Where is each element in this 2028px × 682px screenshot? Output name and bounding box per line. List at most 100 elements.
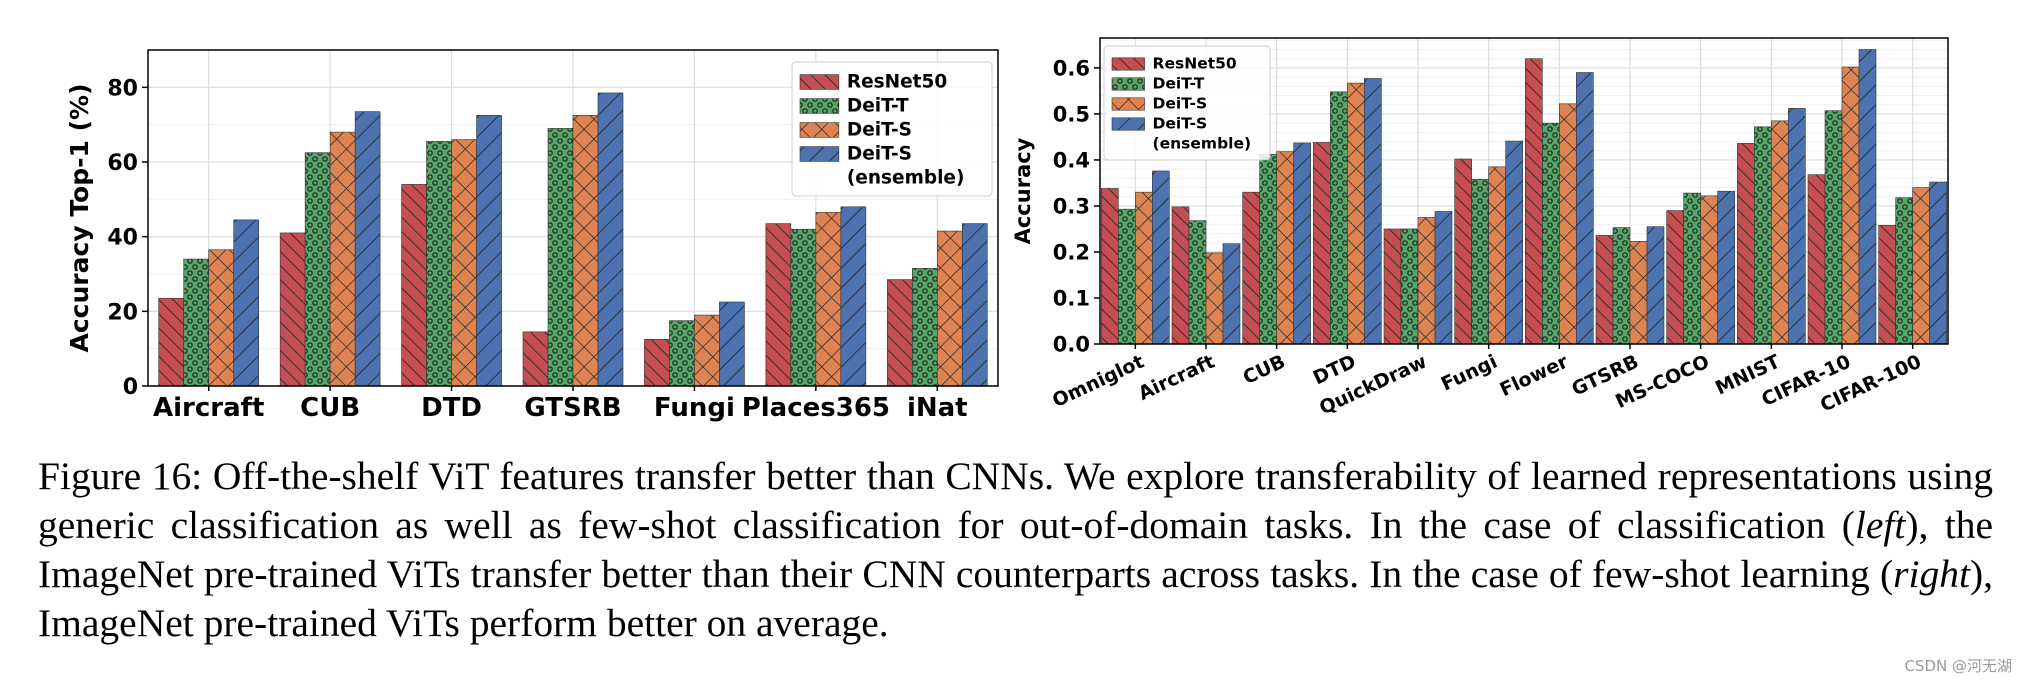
- right-ytick-label: 0.1: [1053, 287, 1090, 311]
- right-bar-deit-t-omniglot-hatch: [1118, 208, 1136, 345]
- right-xtick-label-fungi: Fungi: [1438, 351, 1501, 396]
- right-bar-resnet50-cub-hatch: [1242, 191, 1260, 345]
- left-legend-label-deit-s-ensemble-1: (ensemble): [847, 167, 965, 188]
- right-bar-resnet50-aircraft-hatch: [1171, 206, 1190, 345]
- right-bar-deit-s-ensemble-mnist-hatch: [1788, 108, 1806, 345]
- right-legend-label-deit-t: DeiT-T: [1153, 74, 1205, 92]
- left-bar-deit-t-fungi-hatch: [669, 320, 695, 387]
- left-bar-resnet50-aircraft-hatch: [158, 297, 185, 387]
- right-bar-deit-t-cub-hatch: [1259, 154, 1277, 345]
- right-bar-deit-s-ensemble-cub-hatch: [1293, 142, 1311, 345]
- left-bar-deit-s-places365-hatch: [815, 212, 842, 387]
- caption-emph-right: right: [1893, 552, 1970, 596]
- right-bar-deit-t-quickdraw-hatch: [1400, 228, 1419, 345]
- left-bar-deit-s-ensemble-aircraft-hatch: [233, 219, 260, 387]
- caption-text-2: ), the ImageNet pre-trained ViTs transfe…: [38, 503, 1993, 596]
- right-legend: [1103, 45, 1271, 161]
- right-bar-deit-s-quickdraw-hatch: [1417, 217, 1436, 345]
- left-xtick-label-aircraft: Aircraft: [153, 393, 264, 423]
- left-legend-swatch-hatch-deit-t: [799, 98, 840, 114]
- right-bar-resnet50-fungi-hatch: [1454, 158, 1472, 345]
- right-bar-deit-s-mnist-hatch: [1771, 120, 1789, 345]
- right-bar-deit-s-ensemble-ms-coco-hatch: [1717, 190, 1735, 345]
- right-bar-deit-t-flower-hatch: [1542, 122, 1560, 345]
- left-bar-deit-s-cub-hatch: [329, 131, 356, 387]
- right-ytick-label: 0.2: [1053, 241, 1090, 265]
- left-bar-deit-t-places365-hatch: [790, 228, 817, 387]
- left-bar-deit-s-ensemble-cub-hatch: [354, 111, 381, 387]
- right-legend-swatch-hatch-deit-s-ensemble: [1111, 117, 1145, 131]
- left-bar-resnet50-inat-hatch: [886, 279, 913, 387]
- left-bar-resnet50-gtsrb-hatch: [522, 331, 549, 387]
- right-bar-deit-t-cifar-10-hatch: [1824, 110, 1843, 345]
- left-bar-deit-s-gtsrb-hatch: [572, 115, 599, 387]
- right-legend-label-deit-s: DeiT-S: [1153, 94, 1208, 112]
- left-xtick-label-cub: CUB: [300, 393, 360, 423]
- right-bar-deit-s-omniglot-hatch: [1135, 191, 1153, 345]
- figure-charts: 0 20 40 60 80 Aircraft CUB DTD GTSRB Fungi Places3…: [65, 37, 1949, 423]
- right-bar-deit-s-cub-hatch: [1276, 151, 1294, 345]
- left-bar-deit-s-fungi-hatch: [694, 314, 720, 387]
- right-bar-deit-s-ensemble-omniglot-hatch: [1152, 170, 1170, 345]
- left-ytick-label: 40: [107, 226, 138, 251]
- right-bar-deit-s-cifar-100-hatch: [1912, 187, 1930, 345]
- right-bar-deit-s-ensemble-gtsrb-hatch: [1646, 226, 1665, 345]
- left-ylabel: Accuracy Top-1 (%): [65, 84, 94, 353]
- right-bar-deit-s-ensemble-aircraft-hatch: [1222, 243, 1241, 345]
- caption-emph-left: left: [1854, 503, 1906, 547]
- right-bar-resnet50-mnist-hatch: [1737, 143, 1755, 345]
- right-bar-resnet50-ms-coco-hatch: [1666, 210, 1684, 345]
- right-bar-deit-t-fungi-hatch: [1471, 178, 1489, 345]
- right-bar-resnet50-omniglot-hatch: [1101, 188, 1119, 345]
- left-bar-deit-t-inat-hatch: [911, 268, 938, 387]
- right-bar-resnet50-gtsrb-hatch: [1595, 235, 1614, 345]
- left-bar-resnet50-dtd-hatch: [401, 184, 427, 387]
- left-bar-resnet50-fungi-hatch: [644, 339, 670, 387]
- left-bar-resnet50-cub-hatch: [279, 232, 306, 387]
- left-bar-deit-s-ensemble-gtsrb-hatch: [597, 92, 624, 387]
- right-legend-label-deit-s-ensemble-1: (ensemble): [1153, 134, 1252, 152]
- right-bar-deit-s-ensemble-cifar-10-hatch: [1858, 49, 1877, 345]
- left-xtick-label-places365: Places365: [742, 393, 890, 423]
- right-bar-deit-s-ensemble-cifar-100-hatch: [1929, 181, 1947, 345]
- left-xtick-label-inat: iNat: [907, 393, 968, 423]
- right-ytick-label: 0.3: [1053, 195, 1090, 219]
- right-bar-deit-t-dtd-hatch: [1330, 91, 1348, 345]
- left-bar-deit-t-cub-hatch: [304, 152, 331, 387]
- left-legend-swatch-hatch-deit-s: [799, 122, 840, 138]
- right-bar-resnet50-cifar-100-hatch: [1878, 224, 1896, 345]
- right-bar-resnet50-quickdraw-hatch: [1383, 228, 1402, 345]
- right-xtick-label-flower: Flower: [1497, 350, 1572, 401]
- right-ytick-label: 0.0: [1053, 333, 1090, 357]
- left-bar-resnet50-places365-hatch: [765, 223, 792, 387]
- right-axes-frame: [1099, 37, 1949, 345]
- right-bar-deit-t-aircraft-hatch: [1188, 220, 1207, 345]
- left-xtick-label-dtd: DTD: [421, 393, 482, 423]
- right-bar-deit-s-aircraft-hatch: [1205, 252, 1224, 345]
- left-legend: [791, 61, 993, 197]
- left-ytick-label: 80: [107, 76, 138, 101]
- right-bar-deit-s-ensemble-dtd-hatch: [1364, 78, 1382, 345]
- right-ytick-label: 0.6: [1053, 56, 1090, 80]
- right-bar-deit-s-ms-coco-hatch: [1700, 195, 1718, 345]
- left-legend-swatch-hatch-deit-s-ensemble: [799, 146, 840, 162]
- right-bar-deit-s-cifar-10-hatch: [1841, 66, 1860, 345]
- right-bar-deit-s-ensemble-fungi-hatch: [1505, 140, 1523, 345]
- left-ytick-label: 20: [107, 300, 138, 325]
- left-ytick-label: 60: [107, 151, 138, 176]
- right-bar-resnet50-cifar-10-hatch: [1807, 174, 1826, 345]
- right-xtick-label-cub: CUB: [1240, 351, 1289, 389]
- left-bar-deit-s-ensemble-inat-hatch: [961, 223, 988, 387]
- figure-caption: Figure 16: Off-the-shelf ViT features tr…: [38, 452, 1993, 648]
- left-legend-swatch-hatch-resnet50: [799, 74, 840, 90]
- left-bar-deit-s-aircraft-hatch: [208, 249, 235, 387]
- right-bar-resnet50-dtd-hatch: [1313, 142, 1331, 345]
- right-bar-resnet50-flower-hatch: [1525, 58, 1543, 345]
- right-ytick-label: 0.4: [1053, 148, 1090, 172]
- left-legend-label-resnet50: ResNet50: [847, 71, 947, 92]
- left-ytick-label: 0: [123, 375, 138, 400]
- left-chart-transfer-classification: 0 20 40 60 80 Aircraft CUB DTD GTSRB Fungi Places3…: [65, 49, 999, 423]
- left-bar-deit-s-ensemble-dtd-hatch: [476, 115, 502, 387]
- left-xtick-label-gtsrb: GTSRB: [524, 393, 621, 423]
- right-legend-swatch-hatch-deit-s: [1111, 97, 1145, 111]
